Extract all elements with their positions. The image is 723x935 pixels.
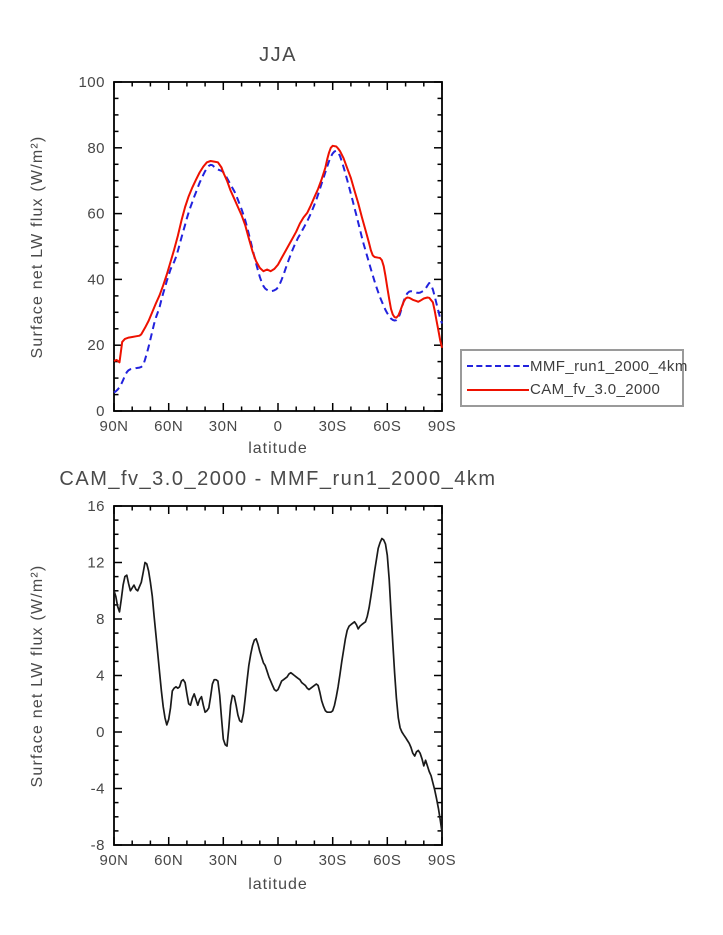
y-axis-label-bottom: Surface net LW flux (W/m²) [29,564,46,788]
y-tick-label: 0 [96,724,105,741]
x-axis-label-top: latitude [248,440,308,457]
x-tick-label: 90N [99,418,128,435]
series-line-mmf-run1-2000-4km [113,149,443,394]
series-line-cam-fv-3-0-2000-mmf-run1-2000-4km [113,537,443,833]
legend-dashed-line-sample [467,365,529,368]
x-tick-label: 30N [209,852,238,869]
plot-jja: 90N 60N 30N 0 30S 60S 90S 0 20 40 60 80 100 [78,74,456,435]
x-tick-label: 30S [319,418,347,435]
y-axis-label-top: Surface net LW flux (W/m²) [29,135,46,359]
x-tick-label: 90S [428,852,456,869]
legend-label-mmf: MMF_run1_2000_4km [530,357,688,375]
plot-frame [113,505,443,846]
legend-solid-line-sample [467,388,529,391]
y-tick-label: 8 [96,611,105,628]
legend-box: MMF_run1_2000_4km CAM_fv_3.0_2000 [460,349,687,407]
legend-item-mmf: MMF_run1_2000_4km [467,358,687,375]
x-tick-label: 30N [209,418,238,435]
chart-title-jja: JJA [259,44,297,66]
y-tick-label: 60 [87,206,105,223]
y-tick-label: 16 [87,498,105,515]
y-tick-label: 12 [87,555,105,572]
y-tick-label: 20 [87,337,105,354]
series-line-cam-fv-3-0-2000 [113,144,443,364]
plot-diff: 90N 60N 30N 0 30S 60S 90S -8 -4 0 4 8 12 16 [87,498,456,869]
y-tick-label: -4 [91,781,105,798]
x-tick-label: 60S [373,418,401,435]
x-tick-label: 0 [274,852,283,869]
x-tick-label: 90N [99,852,128,869]
legend-label-cam: CAM_fv_3.0_2000 [530,381,661,399]
y-tick-label: -8 [91,837,105,854]
x-tick-label: 90S [428,418,456,435]
y-tick-label: 4 [96,668,105,685]
legend-item-cam: CAM_fv_3.0_2000 [467,381,682,398]
x-tick-label: 30S [319,852,347,869]
x-tick-label: 60S [373,852,401,869]
plot-frame [113,81,443,412]
x-tick-label: 60N [154,852,183,869]
x-axis-label-bottom: latitude [248,876,308,893]
chart-title-diff: CAM_fv_3.0_2000 - MMF_run1_2000_4km [59,468,497,490]
y-tick-label: 80 [87,140,105,157]
x-tick-label: 60N [154,418,183,435]
x-tick-label: 0 [274,418,283,435]
y-tick-label: 40 [87,271,105,288]
y-tick-label: 0 [96,403,105,420]
y-tick-label: 100 [78,74,105,91]
